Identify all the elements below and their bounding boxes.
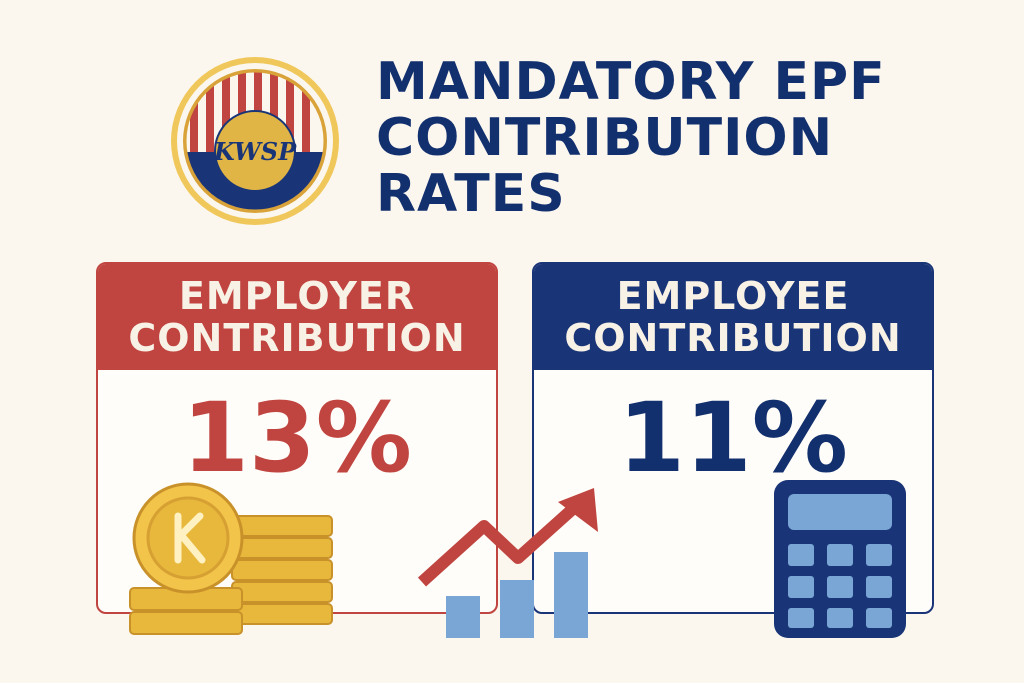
employee-card-header: EMPLOYEE CONTRIBUTION (534, 264, 932, 370)
page-title: MANDATORY EPF CONTRIBUTION RATES (376, 54, 976, 222)
title-line-1: MANDATORY EPF (376, 52, 886, 112)
employer-rate: 13% (182, 382, 412, 494)
calculator-icon (774, 480, 906, 638)
coins-icon (129, 482, 333, 635)
title-line-3: RATES (376, 164, 566, 224)
employer-label-line-2: CONTRIBUTION (128, 316, 466, 360)
employer-contribution-card: EMPLOYER CONTRIBUTION 13% (96, 262, 498, 614)
kwsp-logo: KWSP (171, 57, 339, 225)
employee-label-line-1: EMPLOYEE (616, 274, 850, 318)
growth-chart-icon (418, 488, 598, 638)
title-line-2: CONTRIBUTION (376, 108, 834, 168)
employer-card-header: EMPLOYER CONTRIBUTION (98, 264, 496, 370)
logo-monogram: KWSP (213, 137, 297, 166)
employer-label-line-1: EMPLOYER (178, 274, 416, 318)
employee-rate: 11% (618, 382, 848, 494)
employee-label-line-2: CONTRIBUTION (564, 316, 902, 360)
